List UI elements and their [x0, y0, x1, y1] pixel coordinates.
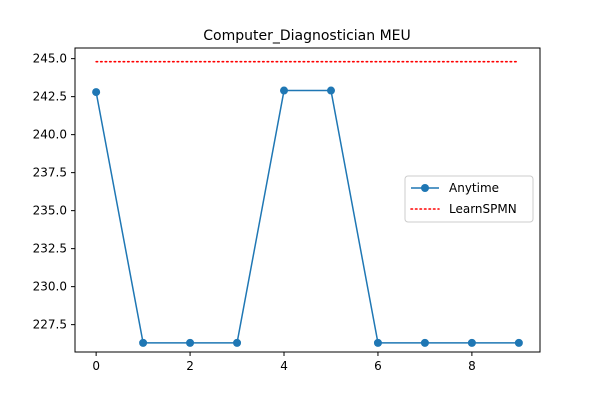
series-line-anytime [95, 89, 519, 344]
data-point [186, 338, 195, 347]
legend-label-learnspmn: LearnSPMN [449, 202, 517, 216]
y-axis: 227.5 230.0 232.5 235.0 237.5 240.0 242.5 245.0 [33, 52, 75, 332]
axes-frame [74, 47, 541, 353]
y-tick-label: 230.0 [33, 280, 67, 294]
data-point [92, 88, 101, 97]
data-point [373, 338, 382, 347]
data-point [467, 338, 476, 347]
data-point [420, 338, 429, 347]
plot-area [74, 47, 541, 353]
y-tick-label: 235.0 [33, 204, 67, 218]
x-tick-label: 6 [374, 359, 382, 373]
series-layer [92, 60, 523, 347]
chart-title: Computer_Diagnostician MEU [203, 28, 411, 44]
legend-marker [421, 184, 429, 192]
x-tick-label: 8 [468, 359, 476, 373]
y-tick-label: 237.5 [33, 166, 67, 180]
legend: Anytime LearnSPMN [404, 175, 534, 223]
y-tick-label: 242.5 [33, 90, 67, 104]
x-tick-label: 2 [186, 359, 194, 373]
x-axis: 0 2 4 6 8 [92, 352, 476, 373]
y-tick-label: 240.0 [33, 128, 67, 142]
data-point [326, 86, 335, 95]
x-tick-label: 4 [280, 359, 288, 373]
data-point [514, 338, 523, 347]
y-tick-label: 227.5 [33, 318, 67, 332]
data-point [233, 338, 242, 347]
data-point [139, 338, 148, 347]
data-point [280, 86, 289, 95]
legend-label-anytime: Anytime [449, 181, 499, 195]
y-tick-label: 245.0 [33, 52, 67, 66]
y-tick-label: 232.5 [33, 242, 67, 256]
x-tick-label: 0 [92, 359, 100, 373]
